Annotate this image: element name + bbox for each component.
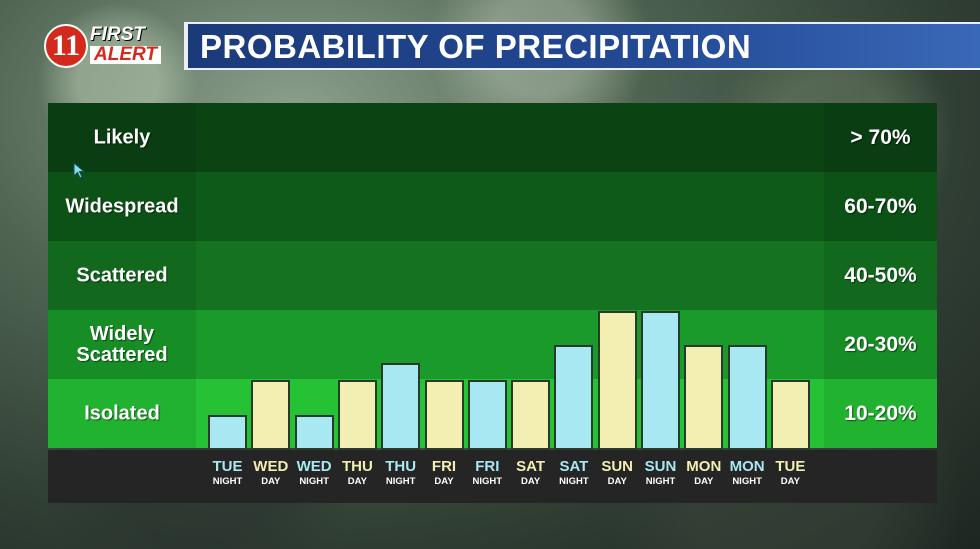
- band-label: Likely: [93, 126, 151, 148]
- x-tick-label: WED NIGHT: [293, 459, 336, 488]
- band-range: 60-70%: [844, 194, 917, 218]
- x-tick-day: WED: [296, 458, 332, 475]
- band-label: Isolated: [84, 402, 160, 424]
- logo-alert: ALERT: [90, 45, 161, 64]
- x-tick-day: SUN: [601, 458, 634, 475]
- x-tick-period: DAY: [521, 476, 541, 487]
- bar-mon-night: [727, 345, 767, 450]
- x-tick-label: SUN DAY: [596, 459, 639, 488]
- bar-tue-night: [208, 415, 247, 450]
- x-tick-day: WED: [253, 458, 289, 475]
- band-widely-scattered: Widely Scattered 20-30%: [48, 310, 937, 379]
- x-tick-day: MON: [686, 458, 722, 475]
- x-tick-label: MON DAY: [682, 459, 725, 488]
- bar-thu-day: [337, 380, 377, 450]
- band-widespread: Widespread 60-70%: [48, 172, 937, 241]
- x-tick-label: FRI NIGHT: [466, 459, 509, 488]
- x-tick-label: TUE NIGHT: [206, 459, 249, 488]
- x-tick-period: DAY: [261, 476, 281, 487]
- x-tick-day: THU: [341, 458, 373, 475]
- band-range: 20-30%: [844, 332, 917, 356]
- bar-sat-day: [511, 380, 551, 450]
- x-tick-period: NIGHT: [212, 476, 243, 487]
- band-label-shade: [48, 379, 196, 448]
- band-range: 40-50%: [844, 263, 917, 287]
- band-range: 10-20%: [844, 401, 917, 425]
- x-tick-period: NIGHT: [559, 476, 589, 487]
- band-label: Widespread: [65, 195, 179, 217]
- band-range-shade: [824, 310, 937, 379]
- x-tick-period: NIGHT: [299, 476, 329, 487]
- bar-fri-day: [424, 380, 464, 450]
- bar-wed-night: [294, 415, 334, 450]
- x-tick-day: MON: [729, 458, 765, 475]
- x-tick-period: DAY: [434, 476, 454, 487]
- x-tick-label: FRI DAY: [423, 459, 466, 488]
- x-tick-day: SAT: [559, 458, 589, 475]
- x-tick-label: SUN NIGHT: [639, 459, 682, 488]
- x-tick-label: TUE DAY: [769, 459, 812, 488]
- band-scattered: Scattered 40-50%: [48, 241, 937, 310]
- logo-wordmark: FIRST ALERT: [90, 24, 161, 64]
- x-tick-period: NIGHT: [645, 476, 676, 487]
- chart-panel: Isolated 10-20% Widely Scattered 20-30% Scatt…: [48, 103, 937, 503]
- bar-mon-day: [684, 345, 724, 450]
- x-tick-period: DAY: [694, 476, 714, 487]
- logo-first: FIRST: [90, 24, 145, 45]
- x-tick-label: SAT NIGHT: [552, 459, 595, 488]
- x-tick-period: NIGHT: [385, 476, 416, 487]
- band-label-shade: [48, 103, 196, 172]
- x-tick-period: DAY: [780, 476, 800, 487]
- bar-sat-night: [554, 345, 594, 450]
- x-tick-label: SAT DAY: [509, 459, 552, 488]
- band-range-shade: [824, 103, 937, 172]
- band-label-shade: [48, 241, 196, 310]
- x-tick-day: THU: [385, 458, 417, 475]
- band-likely: Likely > 70%: [48, 103, 937, 172]
- band-range-shade: [824, 172, 937, 241]
- band-label-shade: [48, 310, 196, 379]
- band-range-shade: [824, 241, 937, 310]
- logo-channel-number: 11: [44, 24, 88, 68]
- x-tick-label: THU NIGHT: [379, 459, 422, 488]
- x-tick-day: FRI: [431, 458, 457, 475]
- x-tick-period: DAY: [607, 476, 627, 487]
- x-tick-label: WED DAY: [249, 459, 292, 488]
- x-tick-label: MON NIGHT: [726, 459, 769, 488]
- band-range: > 70%: [850, 125, 911, 149]
- x-tick-period: NIGHT: [732, 476, 762, 487]
- x-tick-day: TUE: [212, 458, 243, 475]
- x-tick-label: THU DAY: [336, 459, 379, 488]
- band-label: Widely Scattered: [76, 322, 168, 366]
- bar-sun-night: [641, 311, 680, 450]
- band-label: Scattered: [76, 264, 168, 286]
- bar-sun-day: [597, 311, 637, 450]
- bar-fri-night: [467, 380, 507, 450]
- x-axis-strip: [48, 450, 937, 503]
- x-tick-day: FRI: [475, 458, 500, 475]
- bar-tue-day: [770, 380, 810, 450]
- first-alert-logo: 11 FIRST ALERT: [44, 22, 170, 72]
- x-tick-period: DAY: [347, 476, 367, 487]
- x-tick-day: SAT: [516, 458, 546, 475]
- band-range-shade: [824, 379, 937, 448]
- bar-thu-night: [381, 362, 421, 450]
- x-tick-day: TUE: [775, 458, 806, 475]
- x-tick-period: NIGHT: [472, 476, 503, 487]
- title-bar: PROBABILITY OF PRECIPITATION: [184, 22, 980, 70]
- band-label-shade: [48, 172, 196, 241]
- bar-wed-day: [251, 380, 291, 450]
- chart-title: PROBABILITY OF PRECIPITATION: [200, 28, 752, 65]
- x-tick-day: SUN: [644, 458, 677, 475]
- mouse-cursor-icon: [73, 162, 86, 179]
